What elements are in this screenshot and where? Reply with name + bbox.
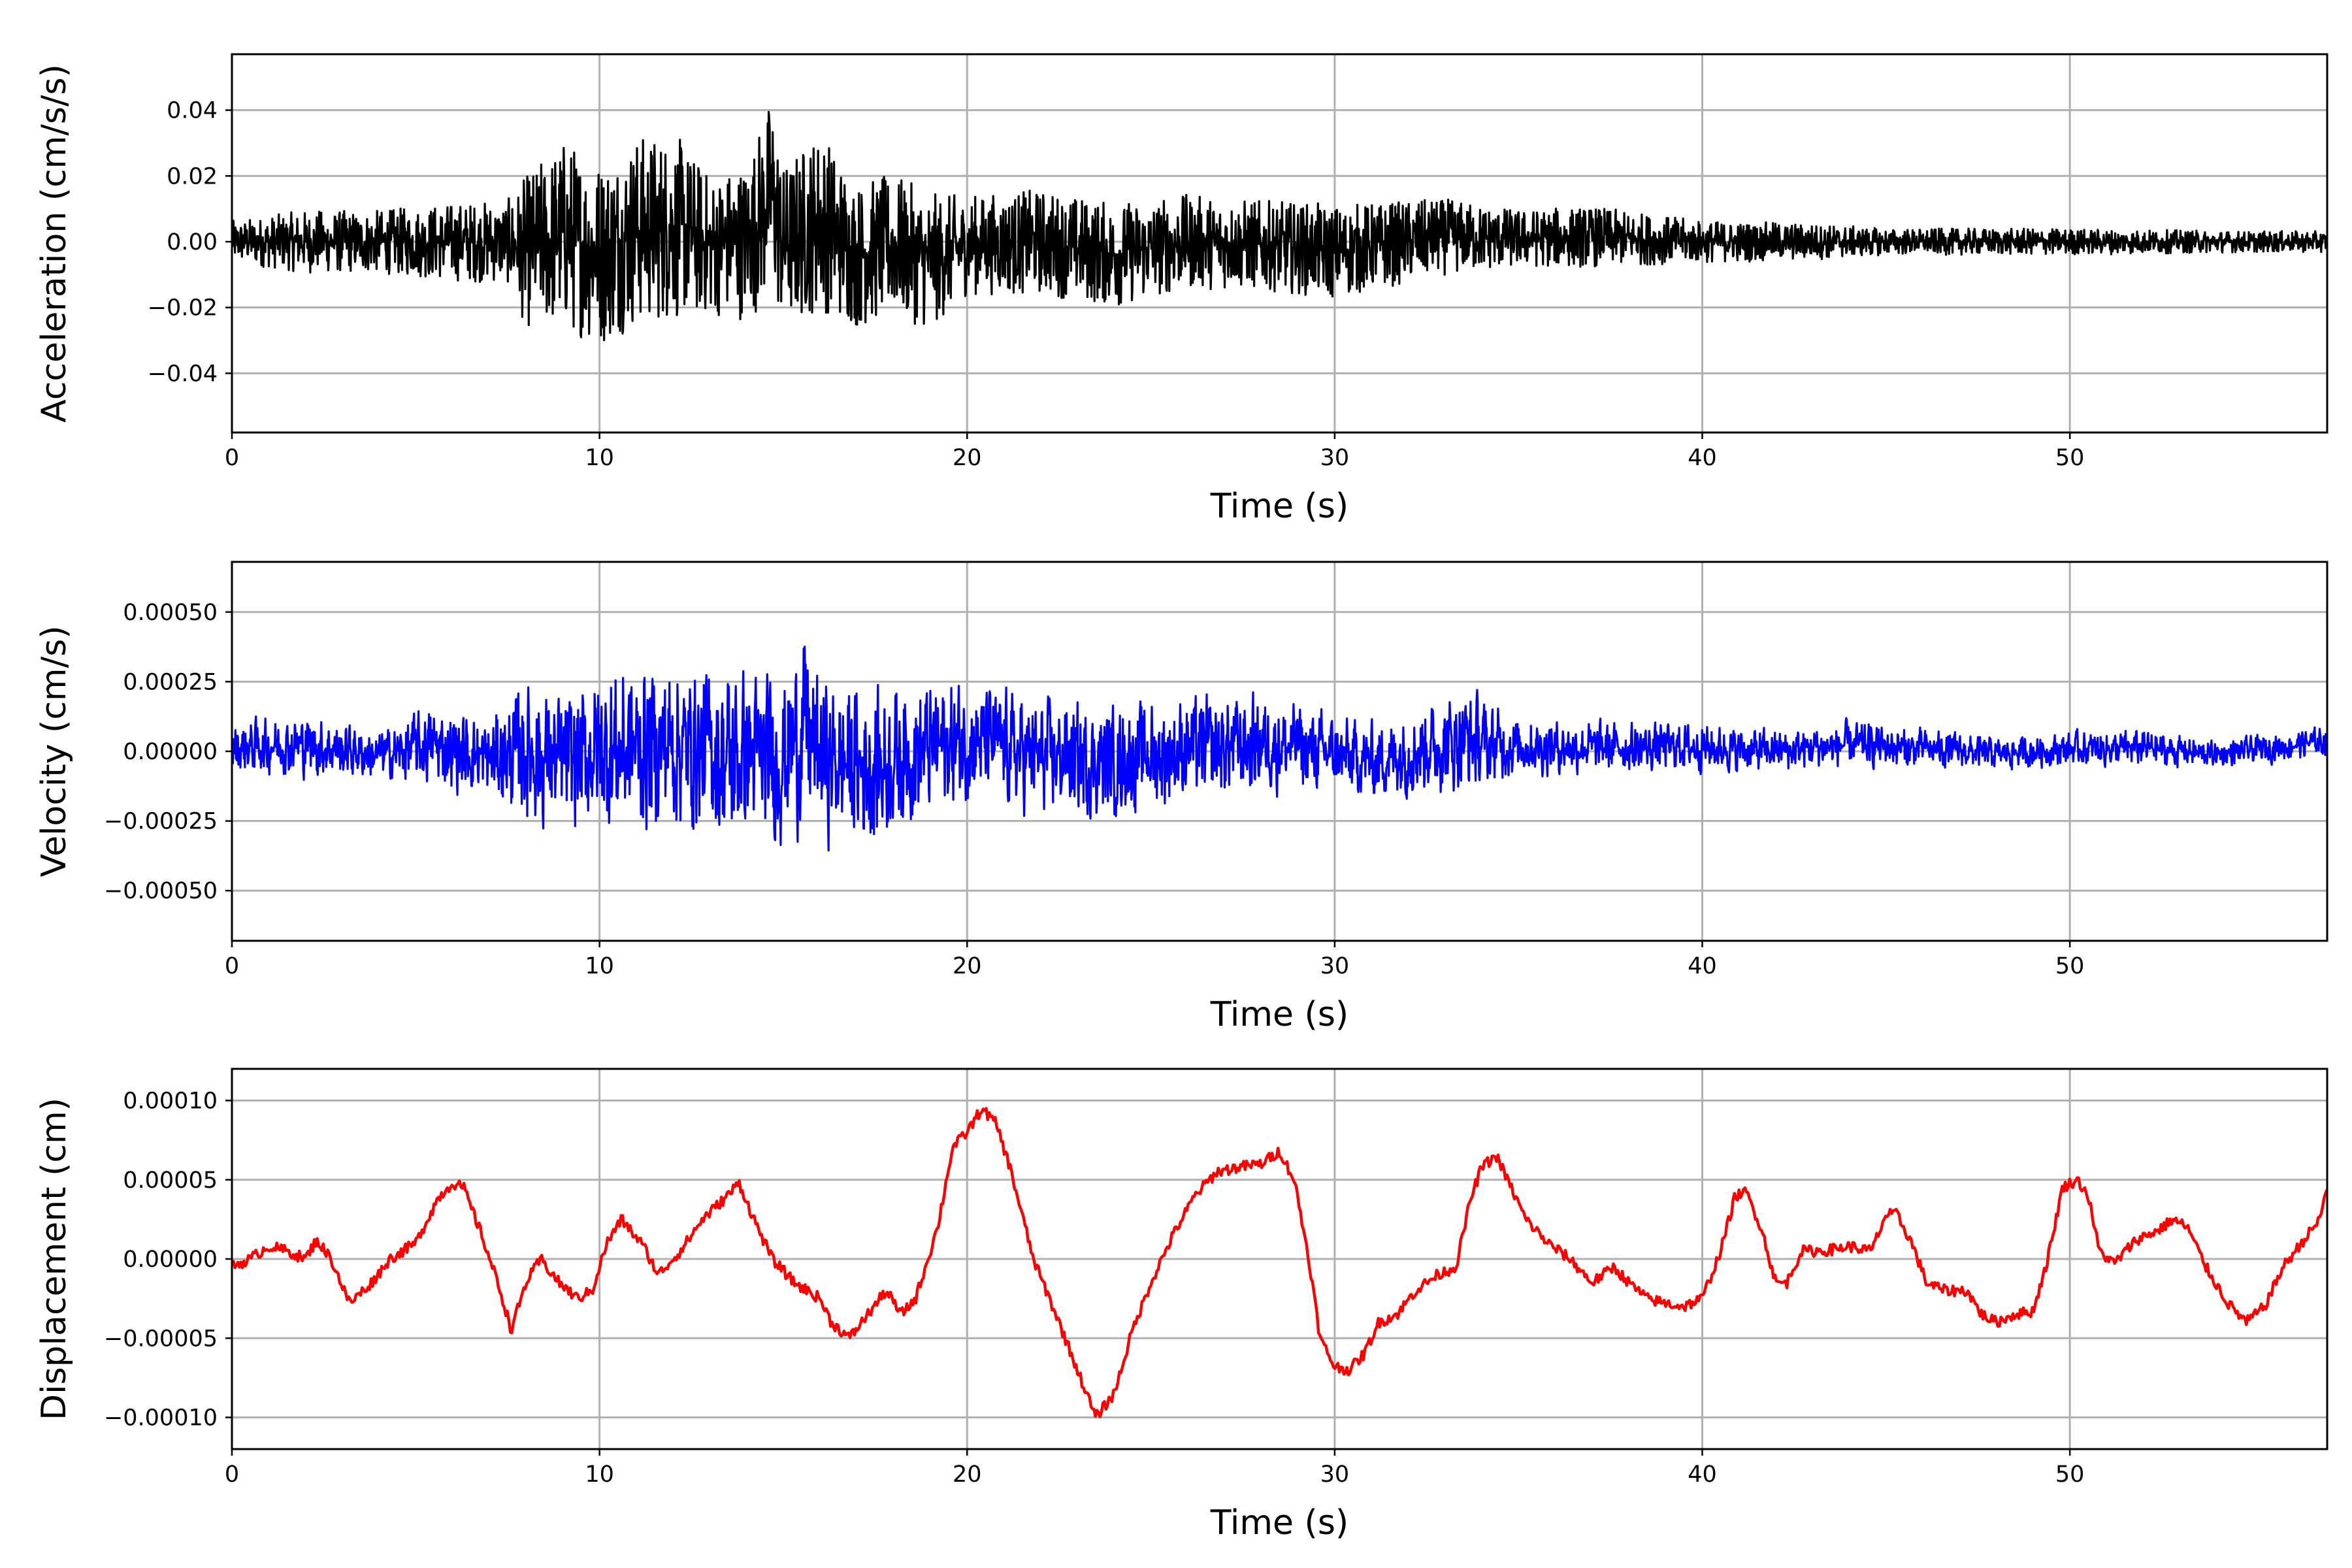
velocity-xtick-label-5: 50 xyxy=(2055,953,2085,979)
acceleration-xtick-label-3: 30 xyxy=(1320,445,1350,471)
velocity-xtick-label-2: 20 xyxy=(953,953,982,979)
acceleration-xtick-label-4: 40 xyxy=(1688,445,1717,471)
velocity-xtick-label-1: 10 xyxy=(585,953,614,979)
velocity-xtick-label-4: 40 xyxy=(1688,953,1717,979)
displacement-series-line xyxy=(232,1107,2327,1418)
displacement-ytick-label-3: 0.00005 xyxy=(123,1168,218,1194)
acceleration-xtick-label-5: 50 xyxy=(2055,445,2085,471)
displacement-xtick-label-5: 50 xyxy=(2055,1462,2085,1488)
acceleration-ytick-label-3: 0.02 xyxy=(167,163,218,189)
velocity-ytick-label-4: 0.00050 xyxy=(123,600,218,626)
displacement-ylabel: Displacement (cm) xyxy=(35,1098,74,1420)
velocity-xlabel: Time (s) xyxy=(1210,995,1348,1034)
acceleration-xlabel: Time (s) xyxy=(1210,487,1348,526)
velocity-panel: 0 10 20 30 40 50 −0.00050 −0.00025 0.00000 0.0002… xyxy=(35,561,2328,1034)
velocity-ytick-label-1: −0.00025 xyxy=(104,809,218,835)
acceleration-xtick-label-1: 10 xyxy=(585,445,614,471)
acceleration-ytick-label-0: −0.04 xyxy=(148,361,218,387)
displacement-ytick-label-0: −0.00010 xyxy=(104,1405,218,1431)
velocity-ytick-label-3: 0.00025 xyxy=(123,669,218,695)
displacement-xlabel: Time (s) xyxy=(1210,1503,1348,1543)
acceleration-xtick-label-2: 20 xyxy=(953,445,982,471)
displacement-xtick-label-4: 40 xyxy=(1688,1462,1717,1488)
acceleration-frame xyxy=(231,53,2328,434)
velocity-series-line xyxy=(232,645,2327,852)
velocity-ylabel: Velocity (cm/s) xyxy=(35,626,74,877)
acceleration-ytick-label-1: −0.02 xyxy=(148,295,218,321)
displacement-ytick-label-2: 0.00000 xyxy=(123,1247,218,1273)
velocity-xtick-label-3: 30 xyxy=(1320,953,1350,979)
displacement-ytick-label-4: 0.00010 xyxy=(123,1088,218,1115)
acceleration-ytick-label-2: 0.00 xyxy=(167,229,218,255)
acceleration-ylabel: Acceleration (cm/s/s) xyxy=(35,64,74,423)
acceleration-xtick-label-0: 0 xyxy=(225,445,239,471)
acceleration-series-line xyxy=(232,110,2327,342)
velocity-ytick-label-2: 0.00000 xyxy=(123,739,218,765)
velocity-ytick-label-0: −0.00050 xyxy=(104,878,218,904)
displacement-ytick-label-1: −0.00005 xyxy=(104,1326,218,1352)
displacement-xtick-label-1: 10 xyxy=(585,1462,614,1488)
acceleration-panel: 0 10 20 30 40 50 −0.04 −0.02 0.00 0.02 0.04 Time (s… xyxy=(35,53,2328,526)
acceleration-ytick-label-4: 0.04 xyxy=(167,98,218,124)
velocity-xtick-label-0: 0 xyxy=(225,953,239,979)
displacement-panel: 0 10 20 30 40 50 −0.00010 −0.00005 0.00000 0.0000… xyxy=(35,1068,2328,1543)
displacement-xtick-label-0: 0 xyxy=(225,1462,239,1488)
displacement-xtick-label-2: 20 xyxy=(953,1462,982,1488)
displacement-xtick-label-3: 30 xyxy=(1320,1462,1350,1488)
